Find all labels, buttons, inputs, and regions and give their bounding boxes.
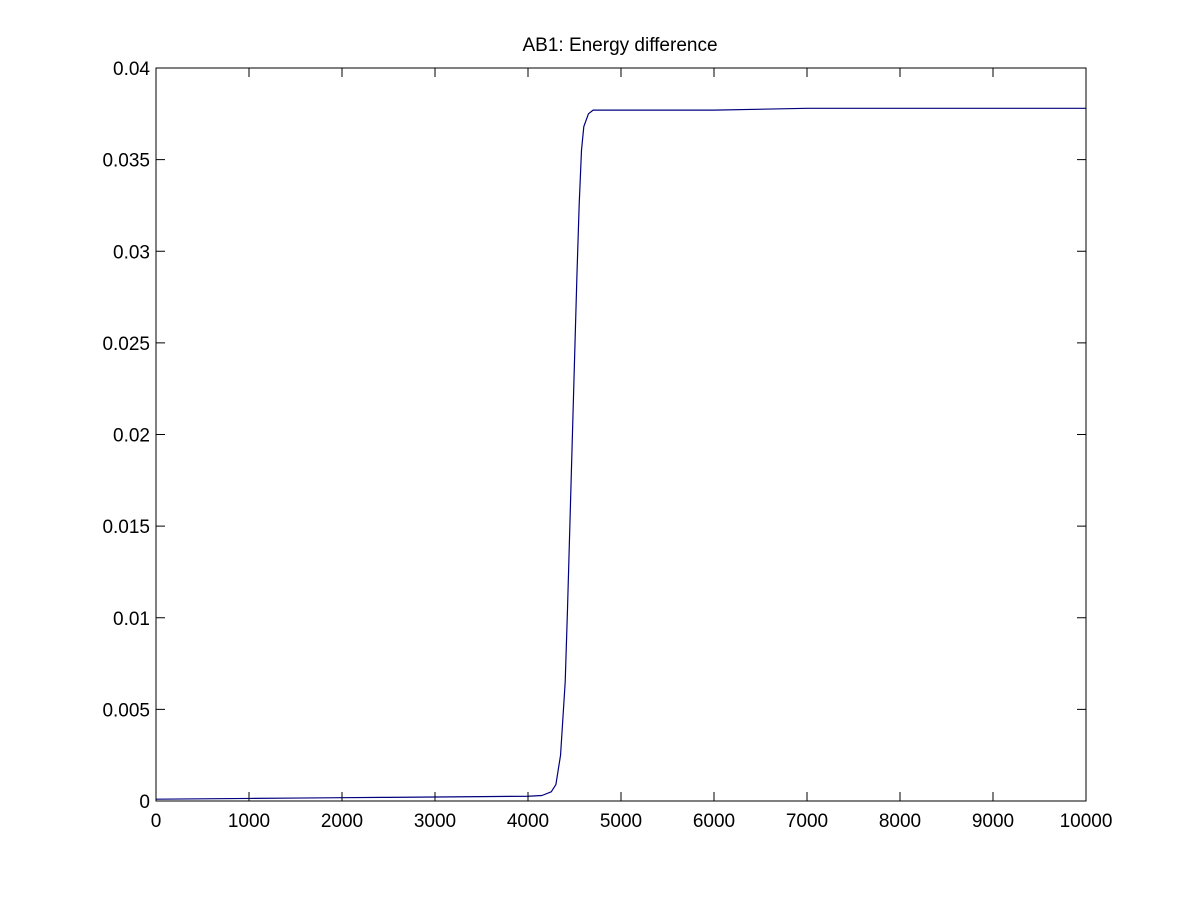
y-tick-label: 0.025 [102,334,150,355]
y-tick-label: 0.04 [113,59,150,80]
x-tick-label: 5000 [600,811,642,832]
x-tick-label: 1000 [228,811,270,832]
x-tick-label: 7000 [786,811,828,832]
x-tick-label: 4000 [507,811,549,832]
y-tick-label: 0.035 [102,151,150,172]
y-tick-label: 0.03 [113,242,150,263]
x-tick-label: 0 [151,811,162,832]
x-tick-label: 2000 [321,811,363,832]
y-tick-label: 0.01 [113,609,150,630]
y-tick-label: 0.015 [102,517,150,538]
y-tick-label: 0.02 [113,426,150,447]
x-tick-label: 10000 [1060,811,1113,832]
x-tick-label: 9000 [972,811,1014,832]
chart-title: AB1: Energy difference [522,35,717,56]
x-tick-label: 6000 [693,811,735,832]
plot-area: 0 1000 2000 3000 4000 5000 6000 7000 8000 9000 100… [102,59,1112,832]
y-tick-label: 0 [139,792,150,813]
series-line-0 [155,107,1086,800]
y-tick-label: 0.005 [102,700,150,721]
x-tick-label: 3000 [414,811,456,832]
x-tick-label: 8000 [879,811,921,832]
